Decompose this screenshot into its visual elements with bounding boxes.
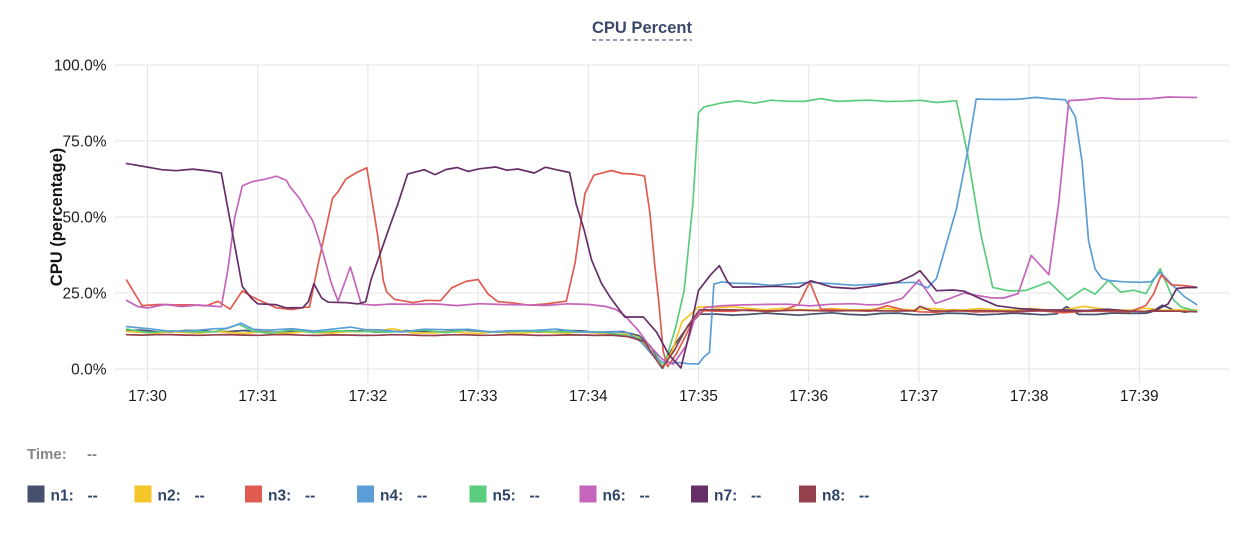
svg-text:--: -- <box>530 488 540 505</box>
svg-text:--: -- <box>87 446 97 463</box>
svg-text:--: -- <box>305 488 315 505</box>
svg-text:n5:: n5: <box>493 488 516 505</box>
svg-text:--: -- <box>640 488 650 505</box>
svg-text:17:34: 17:34 <box>569 388 608 405</box>
svg-text:17:37: 17:37 <box>900 388 939 405</box>
svg-text:75.0%: 75.0% <box>63 134 107 151</box>
svg-text:100.0%: 100.0% <box>54 58 107 75</box>
svg-text:--: -- <box>417 488 427 505</box>
svg-text:17:32: 17:32 <box>349 388 388 405</box>
svg-text:17:31: 17:31 <box>238 388 277 405</box>
svg-text:0.0%: 0.0% <box>71 362 107 379</box>
svg-text:Time:: Time: <box>27 446 67 463</box>
svg-text:17:30: 17:30 <box>128 388 167 405</box>
svg-text:n3:: n3: <box>268 488 291 505</box>
svg-text:n1:: n1: <box>51 488 74 505</box>
svg-text:--: -- <box>88 488 98 505</box>
svg-text:n4:: n4: <box>380 488 403 505</box>
svg-text:n8:: n8: <box>822 488 845 505</box>
svg-text:25.0%: 25.0% <box>63 286 107 303</box>
svg-text:--: -- <box>859 488 869 505</box>
svg-text:n2:: n2: <box>158 488 181 505</box>
svg-text:17:33: 17:33 <box>459 388 498 405</box>
svg-text:CPU (percentage): CPU (percentage) <box>48 148 66 286</box>
svg-text:17:36: 17:36 <box>789 388 828 405</box>
svg-text:17:39: 17:39 <box>1120 388 1159 405</box>
svg-text:--: -- <box>195 488 205 505</box>
svg-text:CPU Percent: CPU Percent <box>592 19 692 37</box>
svg-text:17:38: 17:38 <box>1010 388 1049 405</box>
svg-text:n7:: n7: <box>714 488 737 505</box>
svg-text:--: -- <box>751 488 761 505</box>
svg-text:17:35: 17:35 <box>679 388 718 405</box>
svg-text:50.0%: 50.0% <box>63 210 107 227</box>
svg-text:n6:: n6: <box>603 488 626 505</box>
